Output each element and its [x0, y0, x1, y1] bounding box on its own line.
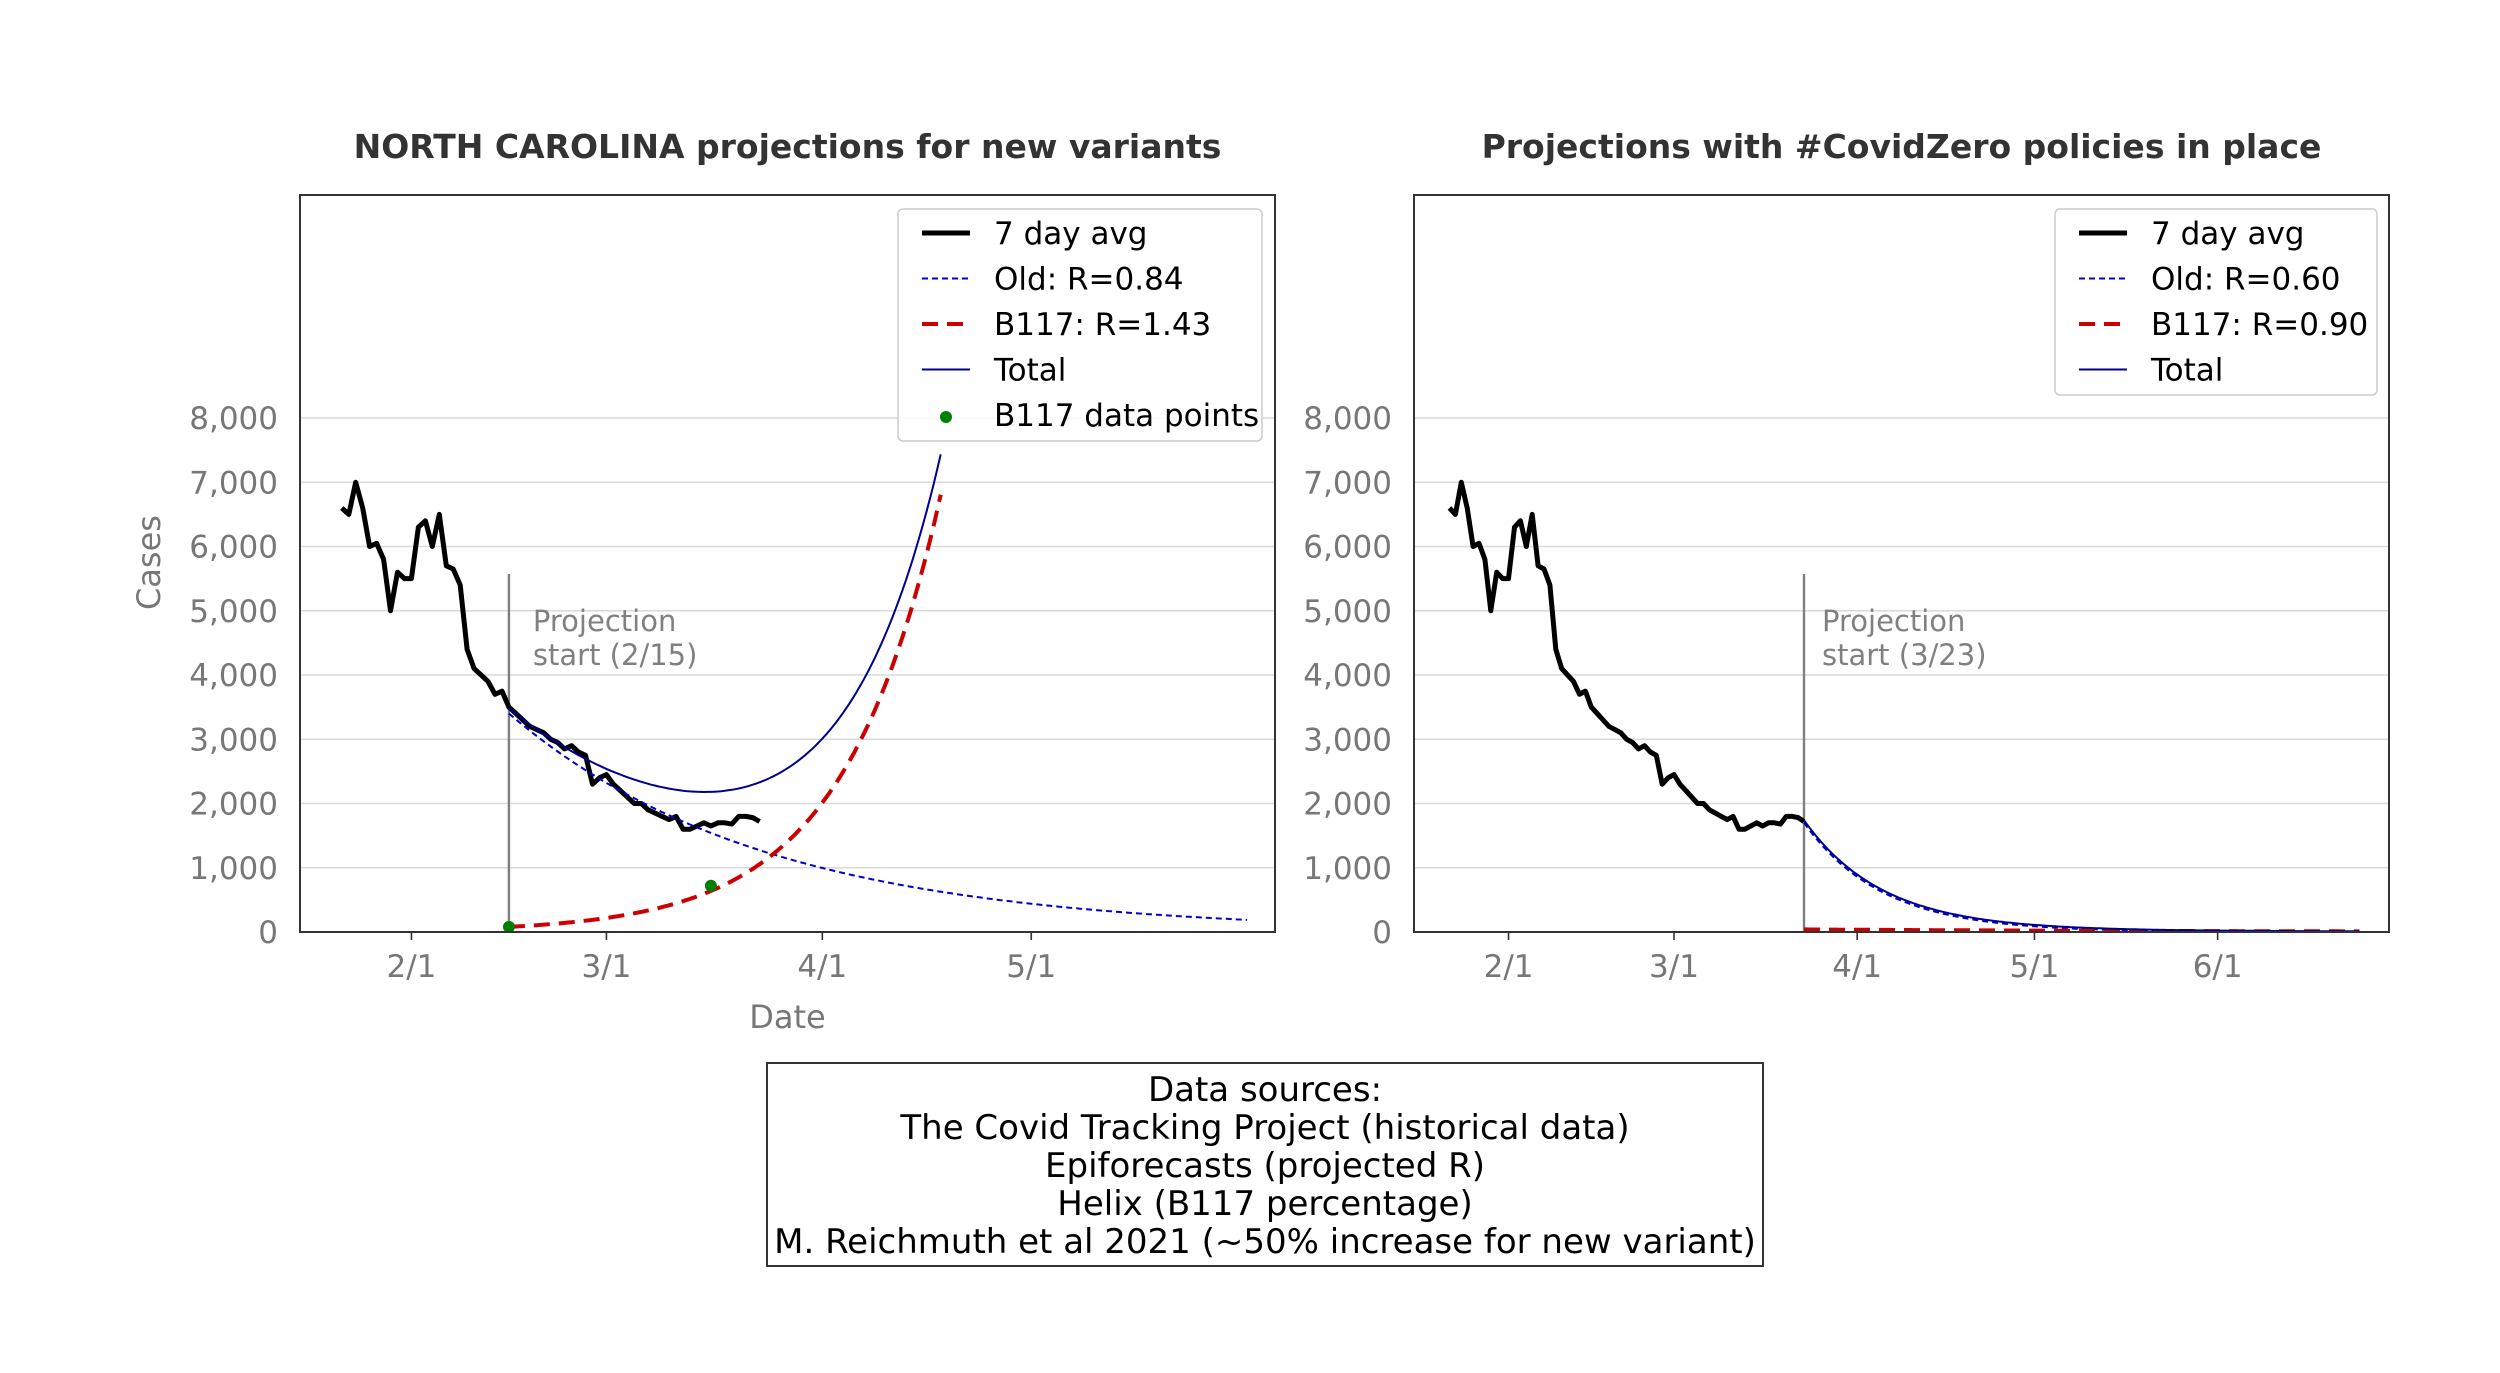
- x-tick-label: 6/1: [2193, 949, 2243, 985]
- y-tick-label: 2,000: [189, 787, 278, 823]
- legend-box: [2054, 208, 2378, 396]
- series-line-old-r-0-84: [508, 712, 1248, 921]
- y-tick-label: 2,000: [1303, 787, 1392, 823]
- y-tick-label: 5,000: [189, 594, 278, 630]
- chart-title: Projections with #CovidZero policies in …: [1482, 127, 2322, 166]
- x-axis-label: Date: [749, 998, 825, 1036]
- legend: 7 day avg Old: R=0.84 B117: R=1.43 Total B11…: [897, 208, 1263, 442]
- x-tick-label: 4/1: [1832, 949, 1882, 985]
- x-tick-label: 5/1: [2010, 949, 2060, 985]
- legend-label: B117: R=1.43: [994, 307, 1211, 343]
- chart-title: NORTH CAROLINA projections for new varia…: [354, 127, 1222, 166]
- series-line-b117-r-1-43: [508, 494, 943, 929]
- x-tick-label: 2/1: [386, 949, 436, 985]
- legend-label: 7 day avg: [2151, 216, 2304, 252]
- y-tick-label: 5,000: [1303, 594, 1392, 630]
- data-source-line: Epiforecasts (projected R): [1045, 1146, 1485, 1186]
- chart-panel-2: 0 1,000 2,000 3,000 4,000 5,000 6,000 7,000 8,00…: [1303, 127, 2390, 985]
- x-tick-label: 3/1: [1649, 949, 1699, 985]
- axes-frame: [299, 194, 1276, 933]
- y-tick-label: 1,000: [1303, 851, 1392, 887]
- data-sources-frame: [766, 1062, 1764, 1267]
- series-line-7-day-avg: [1447, 479, 1806, 832]
- projection-annotation: start (2/15): [533, 638, 698, 672]
- series-line-total: [508, 454, 942, 794]
- y-tick-label: 6,000: [1303, 530, 1392, 566]
- legend-label: Total: [993, 353, 1066, 389]
- projection-annotation: start (3/23): [1822, 638, 1987, 672]
- y-tick-label: 6,000: [189, 530, 278, 566]
- series-line-total: [1803, 819, 2360, 932]
- legend-label: B117 data points: [994, 398, 1259, 434]
- y-tick-label: 4,000: [1303, 658, 1392, 694]
- data-sources-heading: Data sources:: [1148, 1070, 1382, 1110]
- x-tick-label: 5/1: [1006, 949, 1056, 985]
- y-tick-label: 0: [1372, 915, 1392, 951]
- y-tick-label: 1,000: [189, 851, 278, 887]
- y-tick-label: 7,000: [1303, 465, 1392, 501]
- y-tick-label: 3,000: [1303, 722, 1392, 758]
- legend-label: Total: [2150, 353, 2223, 389]
- legend-box: [897, 208, 1263, 442]
- x-tick-label: 4/1: [797, 949, 847, 985]
- legend: 7 day avg Old: R=0.60 B117: R=0.90 Total: [2054, 208, 2378, 396]
- y-tick-label: 7,000: [189, 465, 278, 501]
- chart-panel-1: 0 1,000 2,000 3,000 4,000 5,000 6,000 7,000 8,00…: [130, 127, 1276, 1036]
- data-source-line: M. Reichmuth et al 2021 (~50% increase f…: [774, 1222, 1756, 1262]
- legend-label: Old: R=0.84: [994, 262, 1184, 298]
- series-line-old-r-0-60: [1803, 822, 2360, 932]
- x-tick-label: 2/1: [1484, 949, 1534, 985]
- series-point-b117-data-points: [704, 879, 717, 892]
- y-tick-label: 8,000: [189, 401, 278, 437]
- legend-label: B117: R=0.90: [2151, 307, 2368, 343]
- series-point-b117-data-points: [502, 920, 515, 933]
- data-sources-box: Data sources:The Covid Tracking Project …: [766, 1062, 1764, 1267]
- x-tick-label: 3/1: [581, 949, 631, 985]
- y-axis-label: Cases: [130, 515, 168, 610]
- legend-marker: [940, 411, 952, 423]
- axes-frame: [1413, 194, 2390, 933]
- legend-label: Old: R=0.60: [2151, 262, 2341, 298]
- y-tick-label: 3,000: [189, 722, 278, 758]
- data-source-line: Helix (B117 percentage): [1057, 1184, 1472, 1224]
- y-tick-label: 4,000: [189, 658, 278, 694]
- projection-annotation: Projection: [1822, 604, 1965, 638]
- projection-annotation: Projection: [533, 604, 676, 638]
- y-tick-label: 0: [258, 915, 278, 951]
- data-source-line: The Covid Tracking Project (historical d…: [899, 1108, 1629, 1148]
- legend-label: 7 day avg: [994, 216, 1147, 252]
- y-tick-label: 8,000: [1303, 401, 1392, 437]
